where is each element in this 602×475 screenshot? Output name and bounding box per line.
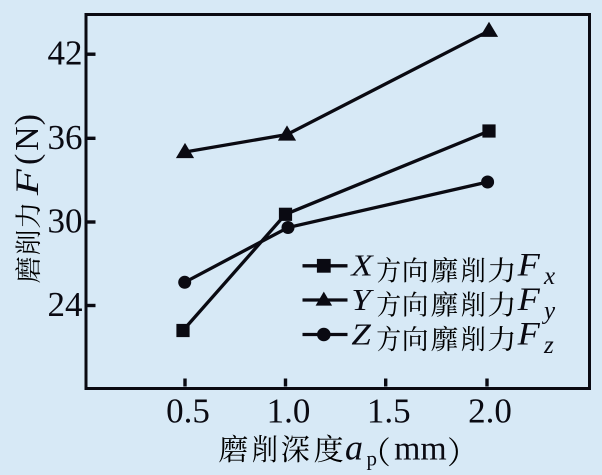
svg-text:y: y xyxy=(541,297,556,324)
svg-text:2.0: 2.0 xyxy=(468,391,512,430)
svg-text:z: z xyxy=(543,332,554,359)
svg-text:24: 24 xyxy=(48,285,83,324)
svg-text:36: 36 xyxy=(48,118,83,157)
svg-text:1.5: 1.5 xyxy=(367,391,411,430)
svg-text:Y: Y xyxy=(351,284,374,318)
svg-text:x: x xyxy=(543,263,555,290)
svg-text:0.5: 0.5 xyxy=(166,391,210,430)
svg-text:F: F xyxy=(517,315,541,352)
svg-text:): ) xyxy=(9,114,46,125)
svg-text:X: X xyxy=(349,249,374,283)
svg-text:p: p xyxy=(367,447,378,471)
svg-text:a: a xyxy=(345,428,363,468)
svg-text:F: F xyxy=(517,246,541,283)
svg-text:mm: mm xyxy=(394,431,447,468)
svg-text:F: F xyxy=(517,280,541,317)
svg-text:(: ( xyxy=(9,154,46,165)
svg-text:N: N xyxy=(9,126,46,151)
svg-text:42: 42 xyxy=(48,34,83,73)
svg-text:30: 30 xyxy=(48,202,83,241)
svg-text:1.0: 1.0 xyxy=(267,391,311,430)
svg-text:Z: Z xyxy=(351,318,371,352)
svg-text:F: F xyxy=(10,168,46,196)
